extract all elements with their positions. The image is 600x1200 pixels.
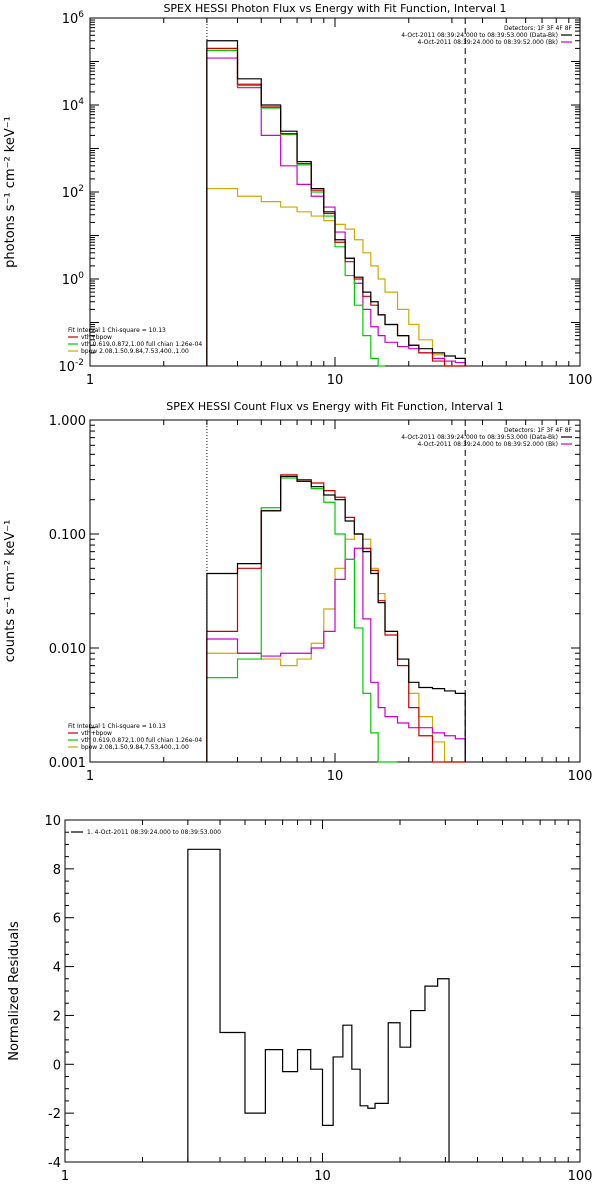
legend-fit-entry: bpow 2.08,1.50,9.84,7.53,400.,1.00: [81, 348, 189, 355]
y-axis-label: Normalized Residuals: [7, 921, 22, 1061]
series-total-line: [187, 848, 450, 1162]
y-tick-label: 2: [53, 1009, 61, 1024]
y-tick-label: 10-2: [58, 358, 84, 375]
y-tick-exponent: 2: [78, 184, 84, 194]
plot-frame: [89, 17, 581, 367]
y-tick-label: 10: [44, 814, 61, 829]
x-tick-label: 100: [568, 769, 593, 784]
y-tick-label: 6: [53, 912, 61, 927]
panel-2: SPEX HESSI Count Flux vs Energy with Fit…: [3, 400, 592, 784]
y-tick-label: 0.100: [49, 528, 86, 543]
series-bk-line: [206, 57, 466, 366]
x-tick-label: 10: [327, 373, 344, 388]
y-tick-base: 10: [62, 273, 79, 288]
legend-top-entry: 4-Oct-2011 08:39:24.000 to 08:39:52.000 …: [418, 441, 559, 448]
panel-3: Normalized Residuals 1 10 100 -4 -2 0 2 4 6 8 10 1. …: [7, 814, 592, 1184]
legend-entry: 1. 4-Oct-2011 08:39:24.000 to 08:39:53.0…: [87, 829, 221, 836]
series-vth-line: [206, 49, 386, 367]
y-tick-label: 1.000: [49, 414, 86, 429]
x-tick-label: 100: [568, 1169, 593, 1184]
y-tick-base: 10: [58, 360, 75, 375]
y-tick-label: -4: [48, 1156, 61, 1171]
x-tick-label: 100: [568, 373, 593, 388]
series-total-line: [206, 40, 466, 366]
y-tick-label: 8: [53, 863, 61, 878]
legend-fit-header: Fit Interval 1 Chi-square = 10.13: [68, 327, 166, 334]
y-axis-label: photons s⁻¹ cm⁻² keV⁻¹: [3, 116, 18, 268]
legend-fit-entry: vth 0.619,0.872,1.00 full chian 1.26e-04: [81, 737, 202, 744]
y-tick-label: 106: [62, 10, 85, 27]
series-sum-line: [206, 474, 466, 763]
legend-top-entry: 4-Oct-2011 08:39:24.000 to 08:39:53.000 …: [401, 32, 558, 39]
legend-top-entry: 4-Oct-2011 08:39:24.000 to 08:39:53.000 …: [401, 434, 558, 441]
legend-fit-entry: bpow 2.08,1.50,9.84,7.53,400.,1.00: [81, 744, 189, 751]
panel-1: SPEX HESSI Photon Flux vs Energy with Fi…: [3, 2, 592, 388]
legend-top-entry: 4-Oct-2011 08:39:24.000 to 08:39:52.000 …: [418, 39, 559, 46]
y-tick-label: 104: [62, 97, 85, 114]
legend-fit-entry: vth+bpow: [81, 334, 112, 341]
legend-fit-entry: vth+bpow: [81, 730, 112, 737]
legend-detectors: Detectors: 1F 3F 4F 8F: [504, 25, 573, 32]
y-tick-exponent: 4: [78, 97, 84, 107]
y-tick-label: 4: [53, 961, 61, 976]
legend-detectors: Detectors: 1F 3F 4F 8F: [504, 427, 573, 434]
y-tick-label: 0: [53, 1058, 61, 1073]
chart-title: SPEX HESSI Count Flux vs Energy with Fit…: [166, 400, 503, 413]
x-tick-label: 1: [86, 373, 94, 388]
y-tick-exponent: 0: [78, 271, 84, 281]
y-tick-exponent: 6: [78, 10, 84, 20]
y-tick-base: 10: [62, 99, 79, 114]
series-bpow-line: [206, 187, 466, 367]
x-tick-label: 10: [327, 769, 344, 784]
x-tick-label: 10: [314, 1169, 331, 1184]
legend-fit-entry: vth 0.619,0.872,1.00 full chian 1.26e-04: [81, 341, 202, 348]
series-total-line: [206, 475, 466, 762]
series-sum-line: [206, 47, 466, 367]
y-tick-exponent: -2: [75, 358, 84, 368]
series-bk-line: [206, 547, 466, 762]
y-tick-base: 10: [62, 186, 79, 201]
y-axis-label: counts s⁻¹ cm⁻² keV⁻¹: [3, 520, 18, 663]
chart-title: SPEX HESSI Photon Flux vs Energy with Fi…: [163, 2, 506, 15]
x-tick-label: 1: [86, 769, 94, 784]
y-tick-label: 0.001: [49, 756, 86, 771]
y-tick-label: 0.010: [49, 642, 86, 657]
x-tick-label: 1: [61, 1169, 69, 1184]
series-vth-line: [206, 477, 398, 763]
y-tick-label: 100: [62, 271, 85, 288]
legend-fit-header: Fit Interval 1 Chi-square = 10.13: [68, 723, 166, 730]
y-tick-label: -2: [48, 1107, 61, 1122]
y-tick-label: 102: [62, 184, 84, 201]
y-tick-base: 10: [62, 12, 79, 27]
